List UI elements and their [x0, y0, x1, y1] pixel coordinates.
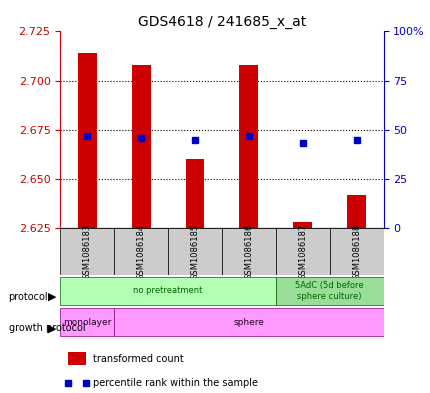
Text: percentile rank within the sample: percentile rank within the sample	[93, 378, 258, 388]
FancyBboxPatch shape	[168, 228, 221, 275]
Text: no pretreatment: no pretreatment	[133, 286, 202, 295]
FancyBboxPatch shape	[221, 228, 275, 275]
FancyBboxPatch shape	[60, 277, 275, 305]
Bar	[132, 65, 150, 228]
FancyBboxPatch shape	[275, 228, 329, 275]
Bar	[239, 65, 258, 228]
Text: growth protocol: growth protocol	[9, 323, 85, 333]
FancyBboxPatch shape	[114, 308, 383, 336]
FancyBboxPatch shape	[60, 308, 114, 336]
Text: 5AdC (5d before
sphere culture): 5AdC (5d before sphere culture)	[295, 281, 363, 301]
FancyBboxPatch shape	[60, 228, 114, 275]
Text: GSM1086183: GSM1086183	[83, 223, 92, 280]
Text: GSM1086188: GSM1086188	[351, 223, 360, 280]
Bar	[78, 53, 96, 228]
Text: GSM1086187: GSM1086187	[298, 223, 307, 280]
Bar	[347, 195, 365, 228]
Text: protocol: protocol	[9, 292, 48, 302]
Bar	[185, 159, 204, 228]
Text: GSM1086186: GSM1086186	[244, 223, 253, 280]
Text: ▶: ▶	[47, 292, 56, 302]
Title: GDS4618 / 241685_x_at: GDS4618 / 241685_x_at	[138, 15, 305, 29]
FancyBboxPatch shape	[329, 228, 383, 275]
Text: monolayer: monolayer	[63, 318, 111, 327]
Text: GSM1086185: GSM1086185	[190, 224, 199, 279]
Bar	[68, 352, 86, 365]
FancyBboxPatch shape	[114, 228, 168, 275]
Text: transformed count: transformed count	[93, 354, 184, 364]
Text: ▶: ▶	[47, 323, 56, 333]
FancyBboxPatch shape	[275, 277, 383, 305]
Text: GSM1086184: GSM1086184	[136, 224, 145, 279]
Bar	[293, 222, 311, 228]
Text: sphere: sphere	[233, 318, 264, 327]
